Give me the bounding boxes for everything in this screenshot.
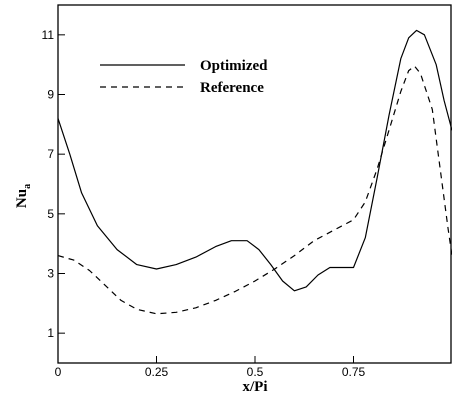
x-tick-label: 0.75 xyxy=(342,365,366,379)
y-tick-label: 11 xyxy=(42,28,55,42)
y-axis-title: Nua xyxy=(14,184,33,208)
y-axis-title-main: Nu xyxy=(14,189,30,208)
y-tick-label: 1 xyxy=(47,326,54,340)
legend-label-reference: Reference xyxy=(200,80,264,96)
series-layer xyxy=(57,29,452,315)
x-tick-label: 0.5 xyxy=(247,365,264,379)
y-tick-label: 9 xyxy=(47,88,54,102)
x-tick-label: 0 xyxy=(55,365,62,379)
y-axis-ticks: 1 3 5 7 9 11 xyxy=(42,28,65,340)
y-tick-label: 5 xyxy=(47,207,54,221)
x-axis-title: x/Pi xyxy=(243,379,268,395)
x-axis-ticks: 0 0.25 0.5 0.75 xyxy=(55,356,366,379)
legend: Optimized Reference xyxy=(100,58,268,96)
y-tick-label: 7 xyxy=(47,147,54,161)
series-line-optimized xyxy=(57,29,452,292)
series-line-reference xyxy=(57,65,452,315)
y-tick-label: 3 xyxy=(47,267,54,281)
x-tick-label: 0.25 xyxy=(145,365,169,379)
y-axis-title-subscript: a xyxy=(22,184,33,189)
legend-label-optimized: Optimized xyxy=(200,58,268,74)
